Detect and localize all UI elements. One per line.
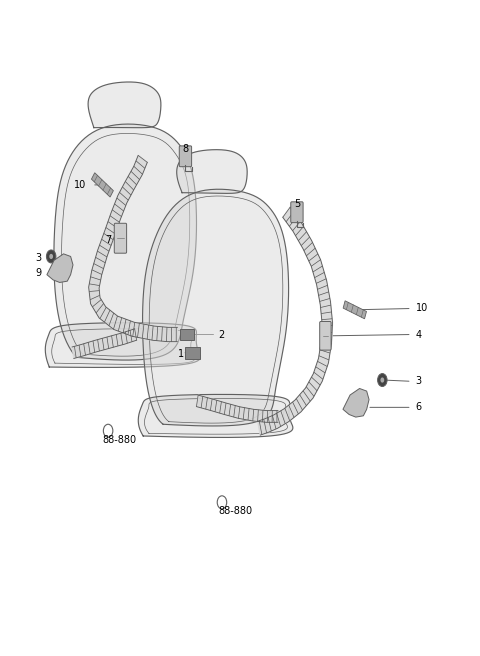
Polygon shape <box>89 155 178 342</box>
Circle shape <box>49 254 53 259</box>
Text: 5: 5 <box>294 199 300 209</box>
Circle shape <box>217 496 227 509</box>
FancyBboxPatch shape <box>114 223 127 253</box>
Polygon shape <box>88 82 161 128</box>
Text: 6: 6 <box>416 402 421 413</box>
Text: 8: 8 <box>182 144 189 154</box>
Circle shape <box>381 377 384 382</box>
Polygon shape <box>72 329 137 358</box>
Text: 3: 3 <box>416 377 421 386</box>
Circle shape <box>378 373 387 386</box>
FancyBboxPatch shape <box>320 321 331 350</box>
Text: 9: 9 <box>35 268 41 277</box>
Polygon shape <box>196 395 278 422</box>
Polygon shape <box>45 323 201 367</box>
Text: 3: 3 <box>35 253 41 263</box>
Polygon shape <box>92 173 113 197</box>
Text: 2: 2 <box>219 329 225 340</box>
FancyBboxPatch shape <box>179 146 192 167</box>
Polygon shape <box>138 394 293 438</box>
Polygon shape <box>258 207 333 435</box>
Polygon shape <box>47 254 73 283</box>
Text: 10: 10 <box>73 180 86 190</box>
FancyBboxPatch shape <box>180 329 194 340</box>
Circle shape <box>47 250 56 263</box>
Text: 7: 7 <box>106 236 112 245</box>
FancyBboxPatch shape <box>185 347 200 359</box>
Text: 1: 1 <box>179 349 184 359</box>
Text: 88-880: 88-880 <box>102 435 136 445</box>
Circle shape <box>103 424 113 438</box>
Text: 4: 4 <box>416 329 421 340</box>
FancyBboxPatch shape <box>291 202 303 222</box>
Polygon shape <box>54 124 196 360</box>
Polygon shape <box>143 189 288 426</box>
Text: 88-880: 88-880 <box>218 506 252 516</box>
Polygon shape <box>343 301 367 319</box>
Text: 10: 10 <box>416 304 428 314</box>
Polygon shape <box>177 150 247 194</box>
Polygon shape <box>343 388 369 417</box>
